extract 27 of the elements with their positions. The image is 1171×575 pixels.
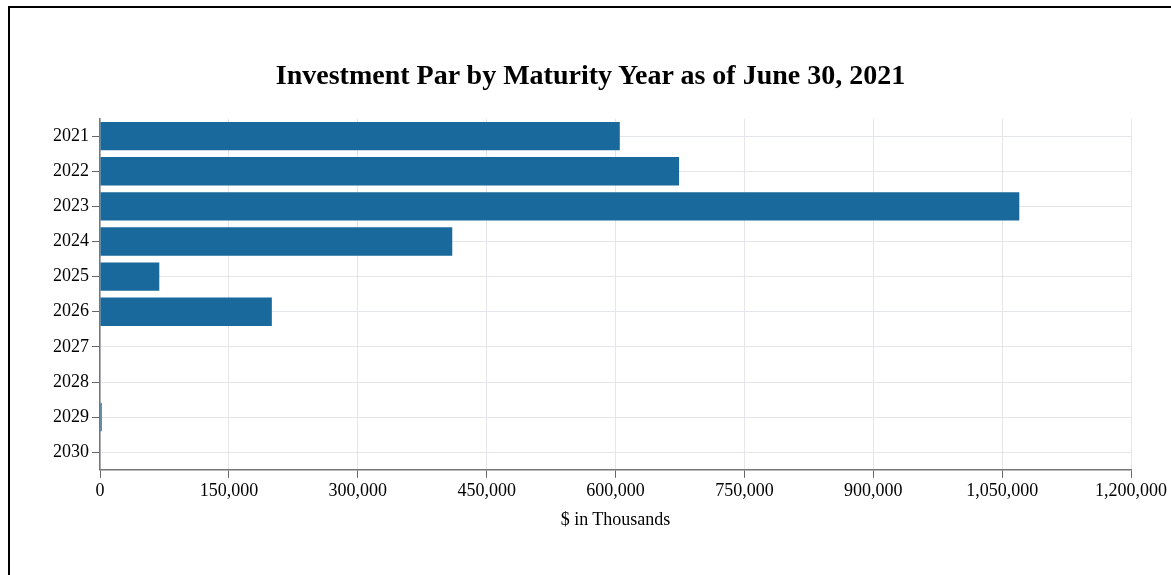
x-axis-title: $ in Thousands xyxy=(560,508,671,529)
chart-title: Investment Par by Maturity Year as of June 30, 2021 xyxy=(275,59,906,91)
y-tick-label: 2023 xyxy=(53,195,89,216)
x-tick-label: 150,000 xyxy=(199,480,259,501)
x-tick-label: 0 xyxy=(95,480,105,501)
y-tick-label: 2027 xyxy=(53,335,89,356)
bar xyxy=(100,121,620,151)
bar xyxy=(100,192,1020,221)
x-tick-label: 600,000 xyxy=(586,480,645,501)
y-tick-label: 2025 xyxy=(53,265,89,286)
bar xyxy=(100,157,680,186)
y-tick-label: 2026 xyxy=(53,300,89,321)
y-tick-label: 2029 xyxy=(53,405,89,426)
y-tick-label: 2022 xyxy=(53,160,89,181)
x-tick-label: 450,000 xyxy=(457,480,516,501)
bar xyxy=(100,227,453,256)
x-tick-label: 900,000 xyxy=(844,480,903,501)
x-tick-label: 300,000 xyxy=(328,480,387,501)
x-tick-label: 1,050,000 xyxy=(966,480,1039,501)
bar xyxy=(100,262,160,291)
x-tick-label: 750,000 xyxy=(715,480,774,501)
y-tick-label: 2028 xyxy=(53,370,89,391)
x-tick-label: 1,200,000 xyxy=(1095,480,1167,501)
y-tick-label: 2024 xyxy=(53,230,89,251)
y-tick-label: 2021 xyxy=(53,124,89,145)
y-tick-label: 2030 xyxy=(53,440,89,461)
bar xyxy=(100,297,272,326)
